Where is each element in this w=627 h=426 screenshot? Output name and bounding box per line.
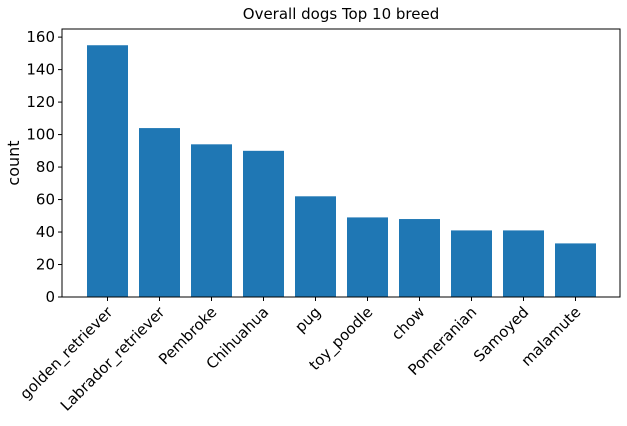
y-tick-label: 100 [26,126,55,144]
y-axis-ticks: 0 20 40 60 80 100 120 140 160 [26,28,62,306]
y-tick-label: 0 [45,288,55,306]
bar-Labrador_retriever [139,128,180,297]
y-axis-label: count [4,140,23,185]
y-tick-label: 160 [26,28,55,46]
chart-title: Overall dogs Top 10 breed [243,5,439,23]
bar-chow [399,219,440,297]
x-axis-ticks: golden_retrieverLabrador_retrieverPembro… [16,297,584,415]
bar-Pomeranian [451,230,492,297]
bar-malamute [555,243,596,297]
y-tick-label: 60 [36,191,55,209]
bars-group [87,45,596,297]
y-tick-label: 20 [36,256,55,274]
x-tick-label: Labrador_retriever [57,303,170,416]
y-tick-label: 140 [26,61,55,79]
bar-Samoyed [503,230,544,297]
bar-Chihuahua [243,150,284,297]
bar-toy_poodle [347,217,388,297]
bar-pug [295,196,336,297]
plot-frame [61,28,621,298]
bar-golden_retriever [87,45,128,297]
y-tick-label: 80 [36,158,55,176]
x-tick-label: pug [291,303,324,336]
y-tick-label: 120 [26,93,55,111]
bar-Pembroke [191,144,232,297]
x-tick-label: chow [388,303,428,343]
y-tick-label: 40 [36,223,55,241]
x-tick-label: golden_retriever [16,303,117,404]
